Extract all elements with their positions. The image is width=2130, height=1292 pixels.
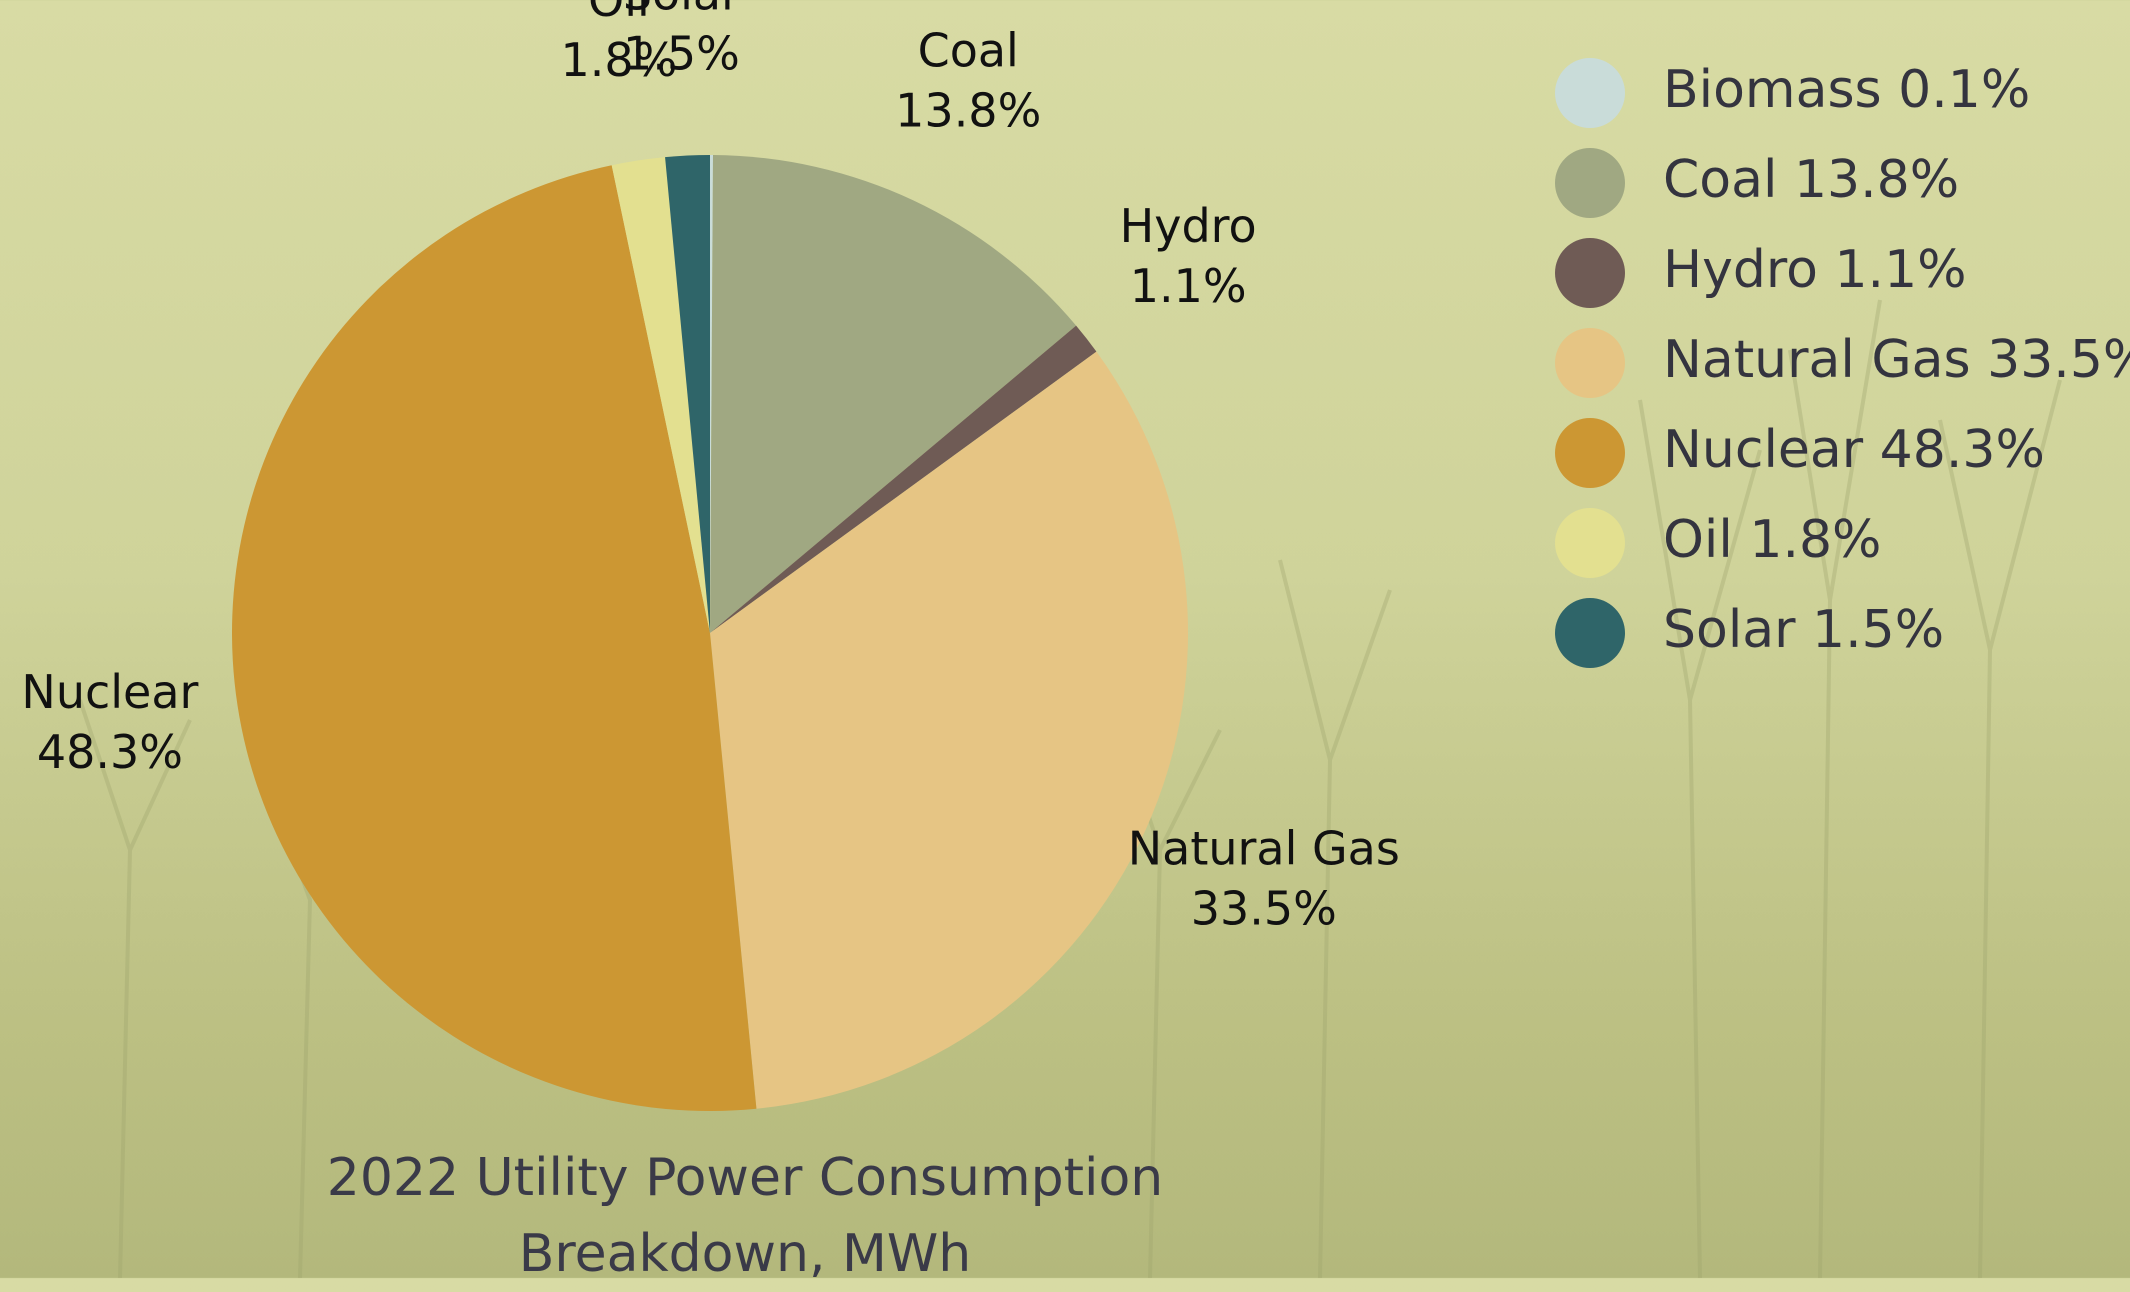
pie-label-value: 1.8%	[560, 32, 677, 86]
pie-label-value: 1.5%	[623, 26, 740, 80]
legend-value: 1.5%	[1812, 600, 1944, 660]
pie-label-value: 1.1%	[1130, 258, 1247, 312]
pie-label-name: Coal	[918, 23, 1019, 77]
legend-text: Solar 1.5%	[1663, 600, 1944, 660]
legend-text: Biomass 0.1%	[1663, 60, 2030, 120]
legend-name: Biomass	[1663, 60, 1882, 120]
pie-label-name: Oil	[588, 0, 650, 26]
legend-swatch	[1555, 598, 1625, 668]
legend-value: 1.1%	[1834, 240, 1966, 300]
legend-value: 13.8%	[1794, 150, 1959, 210]
legend-name: Coal	[1663, 150, 1777, 210]
legend-swatch	[1555, 508, 1625, 578]
legend-swatch	[1555, 418, 1625, 488]
legend-swatch	[1555, 58, 1625, 128]
legend-text: Coal 13.8%	[1663, 150, 1959, 210]
pie-label-name: Nuclear	[21, 665, 198, 719]
legend-swatch	[1555, 328, 1625, 398]
legend-text: Hydro 1.1%	[1663, 240, 1967, 300]
legend-value: 1.8%	[1749, 510, 1881, 570]
pie-label-name: Hydro	[1120, 198, 1257, 252]
background-trees	[78, 299, 2062, 1278]
pie-slice	[710, 325, 1097, 633]
pie-label: Nuclear 48.3%	[21, 665, 198, 779]
pie-slice	[611, 157, 710, 634]
pie-slice	[665, 155, 710, 633]
legend-name: Natural Gas	[1663, 330, 1971, 390]
chart-title: 2022 Utility Power Consumption Breakdown…	[326, 1148, 1164, 1284]
legend-value: 0.1%	[1898, 60, 2030, 120]
pie-slice	[710, 155, 1077, 634]
legend-text: Nuclear 48.3%	[1663, 420, 2045, 480]
pie-label: Coal 13.8%	[895, 23, 1041, 137]
pie-label-name: Natural Gas	[1128, 821, 1400, 875]
pie-label: Solar 1.5%	[623, 0, 740, 80]
legend-value: 33.5%	[1987, 330, 2130, 390]
pie-slice	[232, 165, 757, 1111]
legend-name: Hydro	[1663, 240, 1818, 300]
legend-value: 48.3%	[1880, 420, 2045, 480]
legend-name: Solar	[1663, 600, 1796, 660]
pie-label: Oil 1.8%	[560, 0, 677, 86]
legend-text: Oil 1.8%	[1663, 510, 1881, 570]
legend-name: Nuclear	[1663, 420, 1864, 480]
pie-label-value: 13.8%	[895, 83, 1041, 137]
pie-label: Hydro 1.1%	[1120, 198, 1257, 312]
legend-swatch	[1555, 238, 1625, 308]
legend-name: Oil	[1663, 510, 1733, 570]
pie-label-value: 48.3%	[37, 725, 183, 779]
pie-label-value: 33.5%	[1191, 881, 1337, 935]
legend-swatch	[1555, 148, 1625, 218]
pie-slice	[710, 155, 714, 633]
pie-label-name: Solar	[623, 0, 740, 20]
legend-text: Natural Gas 33.5%	[1663, 330, 2130, 390]
pie-slice	[710, 351, 1188, 1109]
pie-label: Natural Gas 33.5%	[1128, 821, 1400, 935]
